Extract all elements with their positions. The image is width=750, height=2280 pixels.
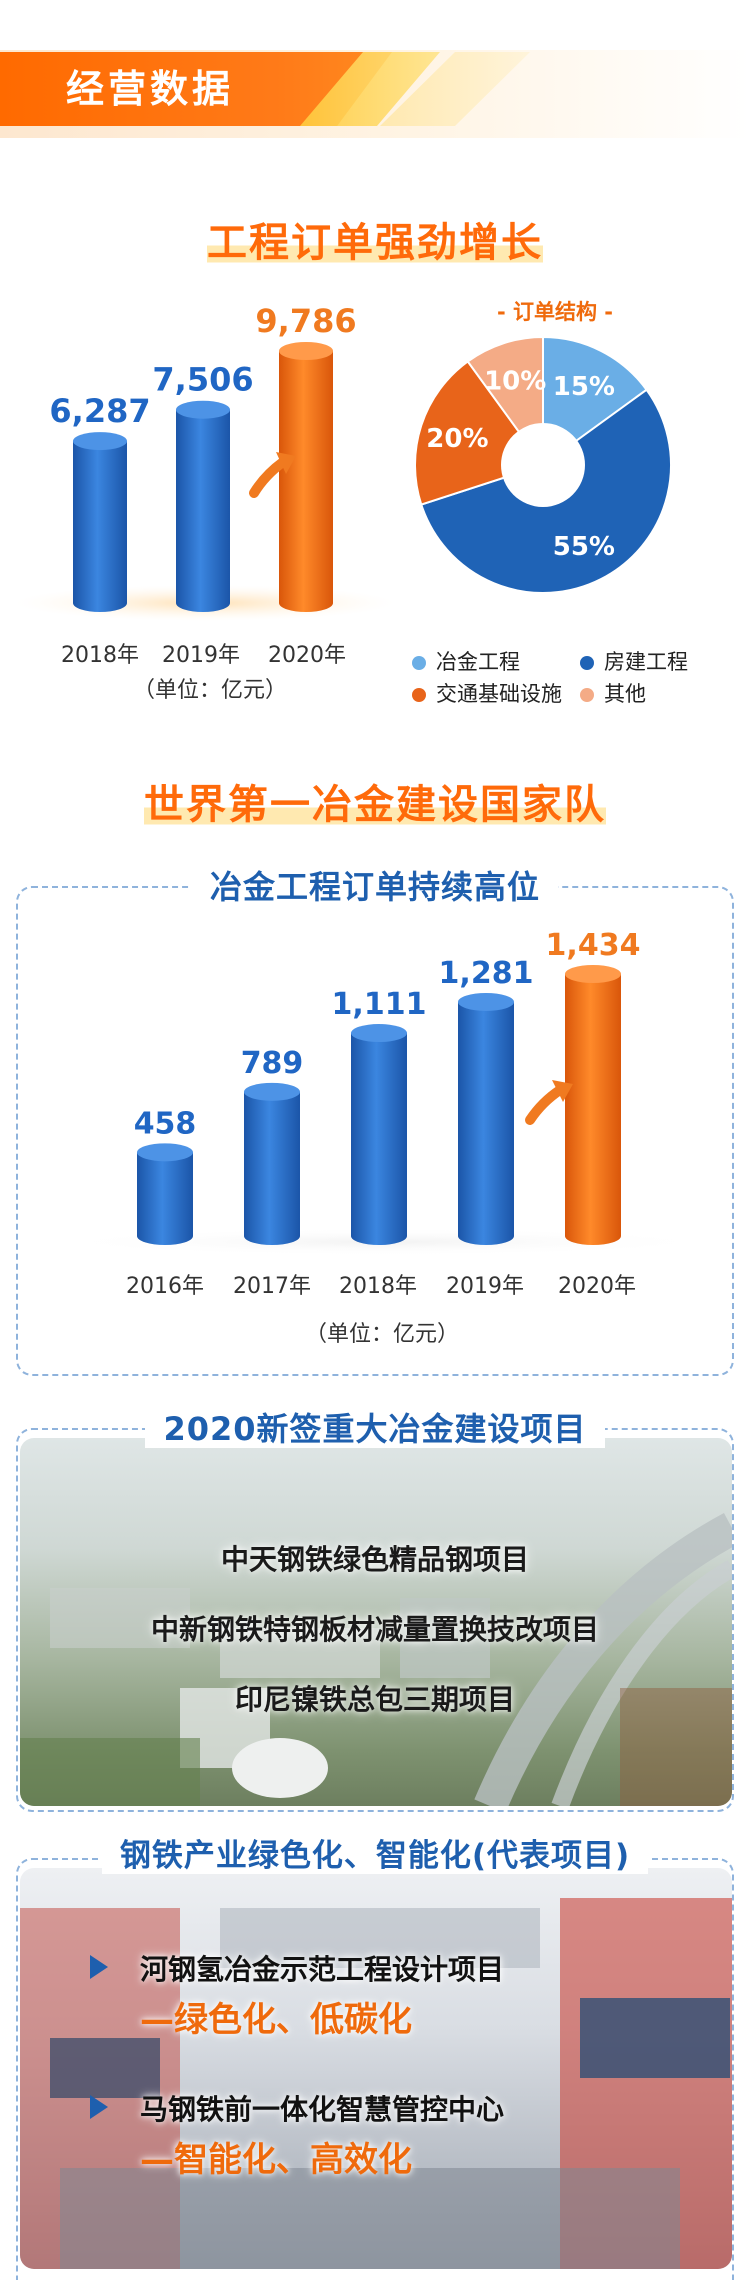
bar-body — [73, 441, 127, 612]
project-item: 中新钢铁特钢板材减量置换技改项目 — [150, 1613, 599, 1646]
chart1-cat-label: 2018年 — [61, 643, 139, 668]
industrial-park-aerial-photo — [20, 1438, 732, 1806]
chart2-cat-label: 2018年 — [339, 1274, 417, 1299]
bar-top — [458, 992, 514, 1011]
legend-item: 房建工程 — [580, 646, 688, 676]
legend-dot — [412, 688, 426, 702]
bar-top — [73, 432, 127, 451]
bar-top — [279, 342, 333, 360]
aerial-photo-illustration — [20, 1513, 732, 1806]
section2-title: 世界第一冶金建设国家队 — [144, 782, 606, 828]
bar-body — [244, 1091, 300, 1245]
chart2-cat-label: 2016年 — [126, 1274, 204, 1299]
section1-title: 工程订单强劲增长 — [207, 220, 543, 266]
bar-top — [565, 965, 621, 983]
bar: 789 — [241, 1046, 304, 1245]
legend-label: 房建工程 — [604, 650, 688, 674]
chart2-cat-label: 2017年 — [233, 1274, 311, 1299]
bar: 1,434 — [546, 930, 641, 1245]
bar: 6,287 — [49, 392, 151, 612]
bar-value-label: 1,434 — [546, 930, 641, 963]
growth-arrow-icon — [249, 452, 296, 498]
pie-title: - 订单结构 - — [496, 300, 614, 324]
box-title: 2020新签重大冶金建设项目 — [145, 1410, 605, 1448]
bar-value-label: 458 — [134, 1106, 197, 1141]
chart2-cat-label: 2019年 — [446, 1274, 524, 1299]
bar: 1,281 — [439, 956, 534, 1245]
feature-project-name: 河钢氢冶金示范工程设计项目 — [140, 1953, 505, 1986]
legend-dot — [580, 656, 594, 670]
project-item: 中天钢铁绿色精品钢项目 — [220, 1543, 529, 1576]
bar-top — [244, 1082, 300, 1101]
chart1-unit: （单位：亿元） — [132, 678, 287, 703]
control-center-illustration — [20, 1898, 732, 2269]
box-title-wrap: 2020新签重大冶金建设项目 — [0, 1404, 750, 1450]
bar-body — [351, 1033, 407, 1245]
box-title: 冶金工程订单持续高位 — [191, 868, 558, 906]
feature-project-tag: —智能化、高效化 — [140, 2140, 412, 2180]
banner-title: 经营数据 — [66, 67, 235, 111]
bar-value-label: 7,506 — [152, 361, 253, 399]
chart1-cat-label: 2019年 — [162, 643, 240, 668]
bar-body — [176, 409, 230, 612]
legend-label: 交通基础设施 — [436, 682, 562, 706]
bar-value-label: 1,281 — [439, 956, 534, 991]
section2-title-wrap: 世界第一冶金建设国家队 — [0, 772, 750, 830]
bar-top — [137, 1143, 193, 1162]
bar-value-label: 9,786 — [255, 302, 356, 340]
legend-item: 冶金工程 — [412, 646, 520, 676]
donut-chart-order-structure: 15% 55% 20% 10% — [414, 335, 672, 594]
box-title: 钢铁产业绿色化、智能化(代表项目) — [101, 1838, 649, 1874]
legend-item: 交通基础设施 — [412, 678, 562, 708]
bar-top — [176, 400, 230, 419]
feature-project-name: 马钢铁前一体化智慧管控中心 — [140, 2093, 505, 2126]
bar-body — [137, 1152, 193, 1245]
bullet-triangle-icon — [90, 1955, 108, 1979]
bar: 7,506 — [152, 361, 254, 612]
legend-label: 其他 — [604, 682, 646, 706]
bullet-triangle-icon — [90, 2095, 108, 2119]
section1-title-wrap: 工程订单强劲增长 — [0, 210, 750, 268]
bar-value-label: 6,287 — [49, 392, 150, 430]
box-title-wrap: 钢铁产业绿色化、智能化(代表项目) — [0, 1830, 750, 1875]
bar-body — [565, 974, 621, 1245]
chart2-cat-label: 2020年 — [558, 1274, 636, 1299]
legend-item: 其他 — [580, 678, 646, 708]
bar-chart-metallurgy: 458 789 1,111 1,281 1,434 — [45, 930, 720, 1256]
donut-hole — [501, 423, 585, 507]
bar-body — [279, 351, 333, 612]
bar-value-label: 789 — [241, 1046, 304, 1081]
box-title-wrap: 冶金工程订单持续高位 — [0, 862, 750, 908]
pie-value-label: 15% — [553, 372, 615, 402]
project-item: 印尼镍铁总包三期项目 — [234, 1683, 515, 1716]
legend-label: 冶金工程 — [436, 650, 520, 674]
pie-value-label: 55% — [553, 532, 615, 562]
feature-project-tag: —绿色化、低碳化 — [140, 2000, 412, 2040]
pie-value-label: 10% — [484, 366, 546, 396]
chart2-unit: （单位：亿元） — [304, 1322, 459, 1347]
chart1-cat-label: 2020年 — [268, 643, 346, 668]
bar: 1,111 — [332, 987, 427, 1245]
pie-value-label: 20% — [426, 424, 488, 454]
bar-body — [458, 1001, 514, 1245]
bar: 9,786 — [255, 302, 357, 612]
bar-top — [351, 1024, 407, 1043]
control-center-photo — [20, 1868, 732, 2269]
bar-value-label: 1,111 — [332, 987, 427, 1022]
bar: 458 — [134, 1106, 197, 1245]
legend-dot — [412, 656, 426, 670]
growth-arrow-icon — [525, 1080, 573, 1125]
legend-dot — [580, 688, 594, 702]
